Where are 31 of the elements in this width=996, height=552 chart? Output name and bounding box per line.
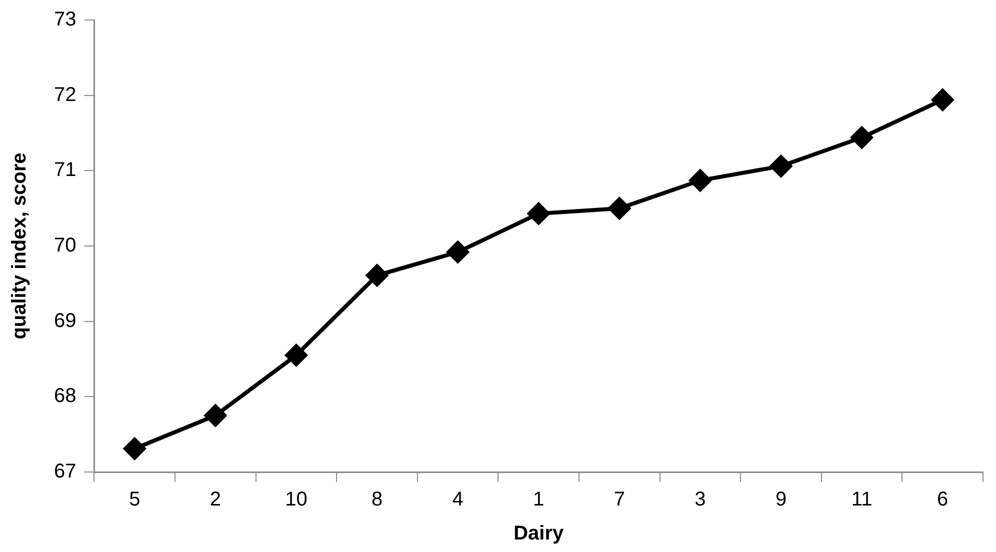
point <box>770 155 792 178</box>
y-tick-label: 73 <box>54 8 76 31</box>
point <box>366 264 388 286</box>
y-tick-label: 72 <box>54 84 76 106</box>
y-tick-label: 69 <box>54 310 76 332</box>
x-tick-label: 1 <box>533 488 544 511</box>
x-tick-label: 4 <box>452 488 464 511</box>
x-tick-label: 3 <box>694 488 706 511</box>
x-tick-label: 5 <box>129 488 140 511</box>
y-tick-label: 68 <box>54 385 76 408</box>
x-tick-label: 10 <box>285 488 308 511</box>
x-tick-label: 6 <box>937 488 948 511</box>
x-tick-label: 2 <box>210 488 221 511</box>
point <box>204 404 226 426</box>
point <box>285 344 308 366</box>
x-tick-label: 9 <box>775 488 787 511</box>
point <box>850 126 873 149</box>
point <box>446 241 469 264</box>
y-tick-label: 71 <box>54 159 76 182</box>
x-tick-label: 7 <box>614 488 625 511</box>
x-tick-label: 8 <box>371 488 383 511</box>
point <box>124 438 146 460</box>
y-tick-label: 70 <box>54 234 76 257</box>
y-axis-title: quality index, score <box>8 152 31 340</box>
x-axis-title: Dairy <box>514 522 565 545</box>
y-tick-label: 67 <box>54 460 76 483</box>
point <box>932 88 954 111</box>
point <box>528 202 550 225</box>
point <box>608 197 630 220</box>
x-tick-label: 11 <box>851 488 872 511</box>
point <box>689 169 712 192</box>
